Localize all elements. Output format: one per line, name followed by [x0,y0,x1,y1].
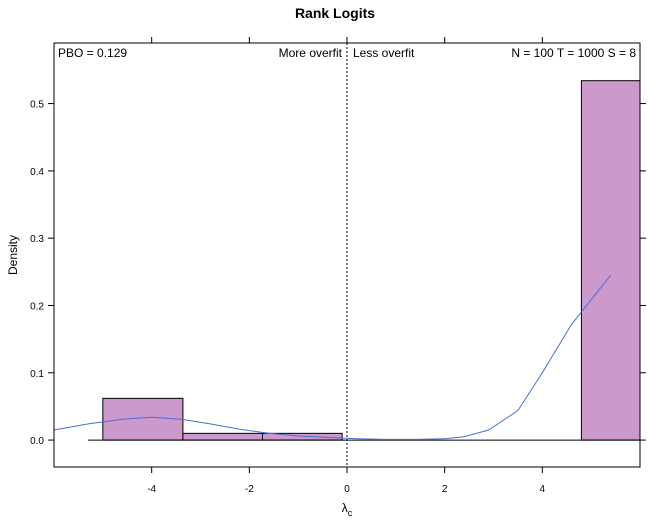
histogram-bars [102,80,641,441]
x-axis-label-symbol: λ [342,501,348,515]
x-tick-label: -2 [245,484,254,495]
x-tick-label: 4 [540,484,546,495]
x-axis-label-subscript: c [348,508,353,518]
y-tick-label: 0.1 [30,369,44,380]
pbo-annotation: PBO = 0.129 [58,46,127,60]
stats-annotation: N = 100 T = 1000 S = 8 [511,46,636,60]
y-tick-label: 0.4 [30,167,44,178]
x-tick-label: 0 [344,484,350,495]
x-tick-label: -4 [147,484,156,495]
y-tick-label: 0.3 [30,234,44,245]
histogram-bar-2 [182,432,264,441]
histogram-bar-4 [580,80,641,441]
histogram-bar-1 [102,397,184,441]
axes-ticks: -4 -2 0 2 4 0.0 0.1 0.2 0.3 0.4 0.5 [30,37,646,495]
chart-title: Rank Logits [295,5,375,21]
histogram-bar-3 [262,432,343,441]
density-curve [53,274,612,440]
less-overfit-label: Less overfit [353,46,415,60]
y-axis-label: Density [6,235,20,275]
y-tick-label: 0.0 [30,436,44,447]
more-overfit-label: More overfit [279,46,343,60]
y-tick-label: 0.2 [30,301,44,312]
x-tick-label: 2 [442,484,448,495]
x-axis-label: λc [342,501,353,518]
y-tick-label: 0.5 [30,100,44,111]
